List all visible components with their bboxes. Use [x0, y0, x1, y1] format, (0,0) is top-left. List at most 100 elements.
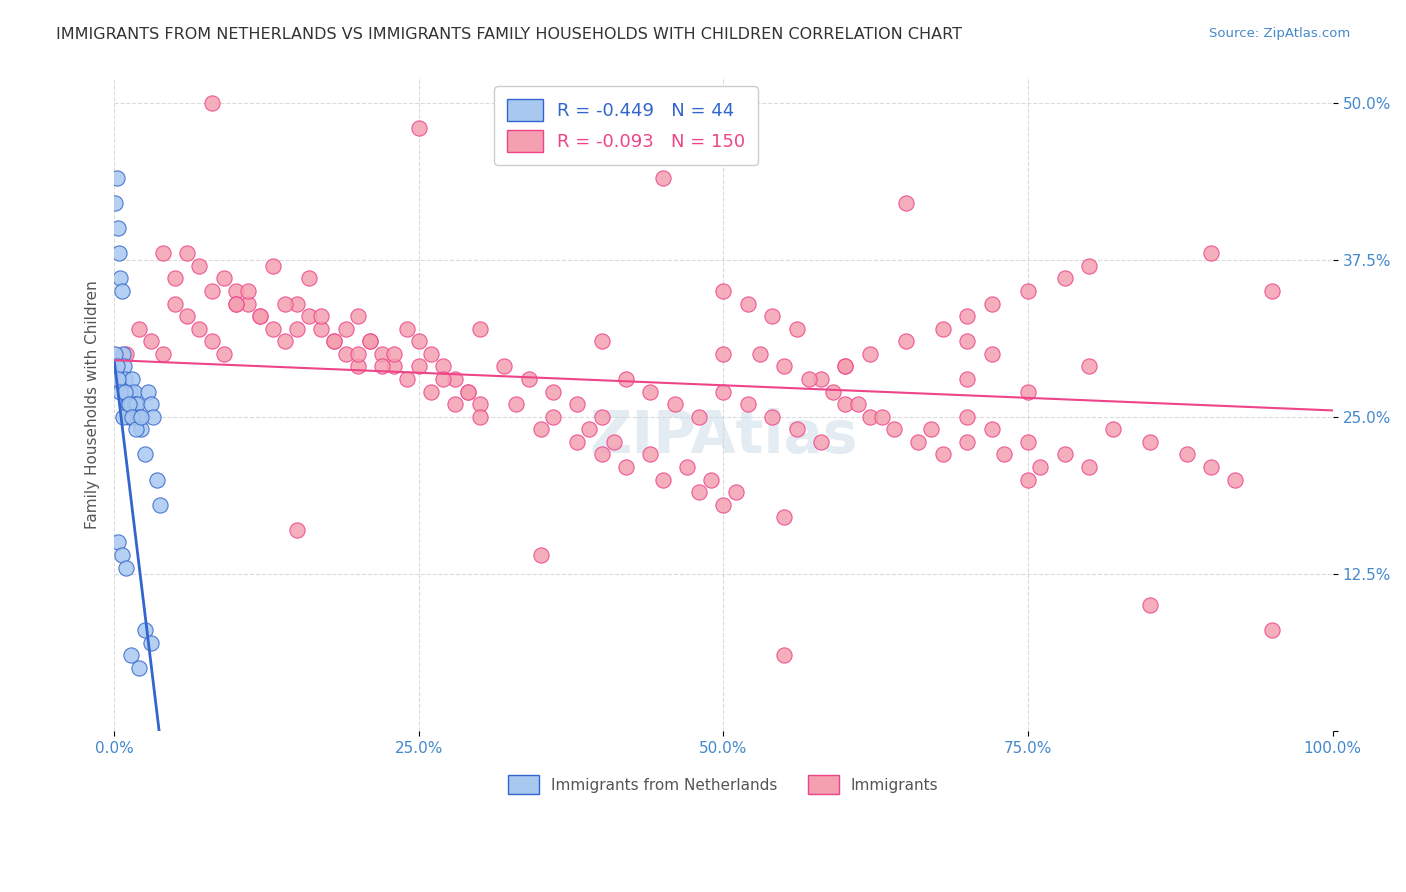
Point [591, 334, 613, 349]
Y-axis label: Family Households with Children: Family Households with Children [86, 280, 100, 529]
Point [1139, 598, 1161, 612]
Point [347, 309, 370, 323]
Point [859, 409, 882, 424]
Point [834, 359, 856, 374]
Point [761, 409, 783, 424]
Point [110, 284, 132, 298]
Point [359, 334, 381, 349]
Point [1078, 460, 1101, 475]
Point [896, 334, 918, 349]
Point [212, 271, 235, 285]
Point [274, 334, 297, 349]
Point [1199, 460, 1222, 475]
Point [773, 510, 796, 524]
Point [651, 473, 673, 487]
Point [688, 409, 710, 424]
Point [110, 271, 132, 285]
Point [115, 347, 138, 361]
Point [420, 384, 443, 399]
Point [713, 384, 735, 399]
Point [120, 648, 142, 663]
Point [468, 322, 491, 336]
Point [896, 196, 918, 211]
Point [932, 447, 955, 461]
Point [262, 259, 284, 273]
Point [322, 334, 344, 349]
Point [105, 171, 128, 186]
Point [225, 284, 247, 298]
Point [335, 347, 357, 361]
Point [614, 460, 637, 475]
Point [859, 347, 882, 361]
Point [107, 372, 129, 386]
Point [120, 397, 142, 411]
Point [124, 397, 146, 411]
Point [118, 397, 141, 411]
Point [530, 422, 553, 436]
Point [408, 334, 430, 349]
Point [468, 397, 491, 411]
Point [262, 322, 284, 336]
Point [371, 347, 394, 361]
Point [118, 409, 141, 424]
Point [676, 460, 699, 475]
Point [578, 422, 600, 436]
Point [846, 397, 869, 411]
Point [311, 322, 333, 336]
Point [125, 409, 148, 424]
Point [1261, 624, 1284, 638]
Point [104, 347, 127, 361]
Point [907, 434, 929, 449]
Point [457, 384, 479, 399]
Point [797, 372, 820, 386]
Point [664, 397, 686, 411]
Point [468, 409, 491, 424]
Point [810, 372, 832, 386]
Point [1053, 271, 1076, 285]
Point [541, 384, 564, 399]
Point [980, 347, 1002, 361]
Point [134, 447, 156, 461]
Point [567, 434, 589, 449]
Point [152, 246, 174, 260]
Point [834, 397, 856, 411]
Point [1261, 284, 1284, 298]
Point [541, 409, 564, 424]
Point [128, 322, 150, 336]
Point [165, 296, 187, 310]
Point [408, 120, 430, 135]
Point [773, 359, 796, 374]
Point [1017, 384, 1039, 399]
Point [420, 347, 443, 361]
Point [111, 409, 134, 424]
Text: ZIPAtlas: ZIPAtlas [589, 409, 858, 466]
Point [122, 384, 145, 399]
Point [810, 434, 832, 449]
Point [1199, 246, 1222, 260]
Point [107, 535, 129, 549]
Legend: Immigrants from Netherlands, Immigrants: Immigrants from Netherlands, Immigrants [501, 768, 946, 802]
Point [761, 309, 783, 323]
Point [201, 334, 224, 349]
Point [104, 196, 127, 211]
Point [530, 548, 553, 562]
Point [139, 334, 162, 349]
Point [651, 171, 673, 186]
Point [457, 384, 479, 399]
Point [118, 384, 141, 399]
Point [238, 284, 260, 298]
Point [749, 347, 772, 361]
Point [1029, 460, 1052, 475]
Point [115, 384, 138, 399]
Point [834, 359, 856, 374]
Point [956, 434, 979, 449]
Point [115, 560, 138, 574]
Point [517, 372, 540, 386]
Point [786, 422, 808, 436]
Point [110, 548, 132, 562]
Point [201, 284, 224, 298]
Point [212, 347, 235, 361]
Point [371, 359, 394, 374]
Point [311, 309, 333, 323]
Point [149, 498, 172, 512]
